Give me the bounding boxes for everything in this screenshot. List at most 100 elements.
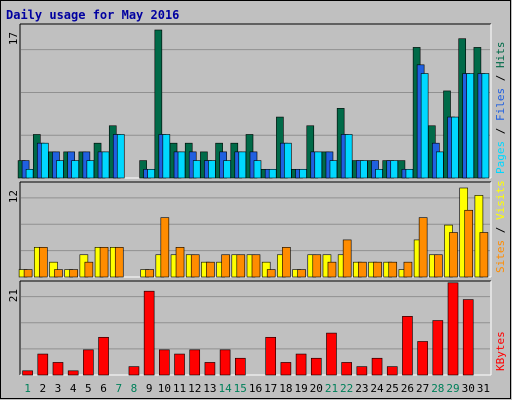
bar-pages-9 <box>147 168 155 179</box>
bar-sites-25 <box>388 261 398 278</box>
x-tick-label-18: 18 <box>279 382 292 395</box>
bar-pages-4 <box>71 160 79 179</box>
bar-kbytes-19 <box>295 353 307 376</box>
bar-pages-30 <box>466 73 475 179</box>
bar-sites-29 <box>449 232 458 278</box>
bar-sites-1 <box>23 269 33 278</box>
bar-sites-28 <box>434 254 443 278</box>
bar-kbytes-28 <box>432 320 444 376</box>
x-axis-labels: 1 2 3 4 5 6 7 8 9 10 11 12 13 14 15 16 17 18 19 20 21 22 23 24 2… <box>24 382 490 395</box>
bar-kbytes-13 <box>204 362 216 376</box>
bar-sites-22 <box>342 239 352 278</box>
bar-kbytes-22 <box>341 362 352 376</box>
legend-pages: Pages <box>494 141 507 174</box>
kbytes-panel: 21 KBytes <box>7 280 507 376</box>
x-tick-label-9: 9 <box>146 382 153 395</box>
x-tick-label-7: 7 <box>115 382 122 395</box>
bar-sites-10 <box>160 217 170 278</box>
bar-sites-7 <box>114 247 124 278</box>
legend-files: Files <box>494 88 507 121</box>
bar-sites-19 <box>297 269 306 278</box>
bar-sites-20 <box>312 254 322 278</box>
bar-sites-15 <box>236 254 246 278</box>
bar-sites-21 <box>327 261 337 278</box>
bar-pages-14 <box>223 160 231 179</box>
bar-kbytes-10 <box>159 349 170 376</box>
x-tick-label-5: 5 <box>85 382 92 395</box>
bar-kbytes-5 <box>83 349 94 376</box>
bar-sites-11 <box>175 247 185 278</box>
x-tick-label-16: 16 <box>249 382 262 395</box>
x-tick-label-19: 19 <box>294 382 307 395</box>
bar-kbytes-21 <box>326 332 337 376</box>
bar-kbytes-24 <box>371 357 383 376</box>
x-tick-label-10: 10 <box>158 382 171 395</box>
bar-sites-9 <box>145 269 154 278</box>
x-tick-label-27: 27 <box>416 382 429 395</box>
bar-sites-6 <box>99 247 109 278</box>
series-legend: Pages / Files / Hits <box>494 42 507 175</box>
bar-pages-17 <box>268 168 277 179</box>
bar-pages-22 <box>344 134 353 179</box>
series-legend: Sites / Visits <box>494 180 507 273</box>
x-tick-label-12: 12 <box>188 382 201 395</box>
x-tick-label-20: 20 <box>310 382 323 395</box>
x-tick-label-22: 22 <box>340 382 353 395</box>
y-max-label: 12 <box>7 190 20 203</box>
series-legend: KBytes <box>494 331 507 371</box>
bar-sites-31 <box>479 232 489 278</box>
y-max-label: 21 <box>7 289 20 302</box>
bar-pages-18 <box>284 142 292 179</box>
x-tick-label-23: 23 <box>355 382 368 395</box>
legend-kbytes: KBytes <box>494 331 507 371</box>
bar-pages-19 <box>299 168 307 179</box>
x-tick-label-4: 4 <box>70 382 77 395</box>
x-tick-label-21: 21 <box>325 382 338 395</box>
bar-sites-3 <box>54 269 63 278</box>
x-tick-label-17: 17 <box>264 382 277 395</box>
x-tick-label-13: 13 <box>203 382 216 395</box>
x-tick-label-25: 25 <box>386 382 399 395</box>
legend-separator: / <box>494 121 507 141</box>
bar-pages-31 <box>481 73 490 179</box>
bar-pages-5 <box>86 160 95 179</box>
x-tick-label-2: 2 <box>39 382 46 395</box>
x-tick-label-1: 1 <box>24 382 31 395</box>
bar-sites-17 <box>266 269 276 278</box>
bar-pages-16 <box>253 160 262 179</box>
bar-kbytes-17 <box>265 336 276 376</box>
hits-panel: 17 Pages / Files / Hits <box>7 23 507 179</box>
bar-sites-12 <box>190 254 200 278</box>
x-tick-label-15: 15 <box>234 382 247 395</box>
bar-pages-1 <box>25 168 34 179</box>
x-tick-label-14: 14 <box>218 382 232 395</box>
bar-sites-2 <box>38 247 48 278</box>
bar-pages-29 <box>451 116 459 179</box>
bar-pages-6 <box>101 151 110 179</box>
bar-sites-24 <box>373 261 382 278</box>
bar-sites-5 <box>84 261 94 278</box>
bar-kbytes-23 <box>356 366 368 376</box>
bar-pages-26 <box>405 168 414 179</box>
bar-kbytes-8 <box>128 366 140 376</box>
bar-kbytes-30 <box>462 299 474 376</box>
bar-pages-11 <box>177 151 186 179</box>
bar-sites-26 <box>403 261 413 278</box>
bar-kbytes-27 <box>417 341 428 376</box>
bar-kbytes-29 <box>447 282 459 376</box>
bar-pages-24 <box>375 168 383 179</box>
legend-hits: Hits <box>494 42 507 69</box>
bar-sites-27 <box>418 217 428 278</box>
bar-kbytes-1 <box>22 370 33 376</box>
bar-pages-20 <box>314 151 323 179</box>
bar-pages-12 <box>192 160 201 179</box>
x-tick-label-28: 28 <box>431 382 444 395</box>
bar-sites-13 <box>206 261 215 278</box>
bar-kbytes-2 <box>37 353 49 376</box>
legend-separator: / <box>494 68 507 88</box>
bar-pages-21 <box>329 160 338 179</box>
x-tick-label-30: 30 <box>462 382 475 395</box>
legend-separator: / <box>494 220 507 240</box>
x-tick-label-3: 3 <box>55 382 62 395</box>
